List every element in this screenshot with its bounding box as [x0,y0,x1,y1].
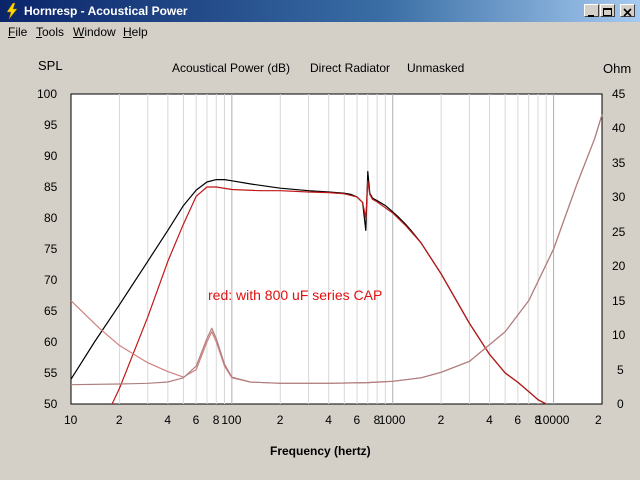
x-tick: 10 [64,413,78,427]
menu-file-accel: F [8,25,16,39]
x-tick: 8 [212,413,220,427]
menu-window-rest: indow [84,25,116,39]
plot-background [70,93,603,405]
y-tick-left: 85 [44,180,58,194]
menu-file[interactable]: File [8,25,27,39]
y-tick-right: 10 [612,328,626,343]
y-tick-right: 40 [612,121,626,136]
x-tick: 4 [486,413,493,427]
menu-file-rest: ile [15,25,28,39]
x-tick: 100 [221,413,242,427]
y-tick-right: 25 [612,224,626,239]
y-tick-right: 20 [612,259,626,274]
x-axis-label: Frequency (hertz) [270,444,371,458]
y-tick-right: 0 [617,397,624,411]
series-line-3 [70,114,603,386]
x-tick: 4 [164,413,172,427]
curves [70,114,603,405]
menu-tools-accel: T [36,25,42,39]
y-tick-right: 30 [612,190,626,205]
y-tick-right: 45 [612,87,626,101]
x-tick: 2 [595,413,602,427]
x-tick: 4 [325,413,332,427]
menu-help-rest: elp [131,25,148,39]
y-tick-right: 15 [612,293,626,308]
series-line-1 [111,180,547,405]
plot-title-mask: Unmasked [407,61,465,75]
x-tick: 6 [192,413,200,427]
menu-help[interactable]: Help [123,25,148,39]
y-tick-left: 60 [44,335,58,349]
menu-tools[interactable]: Tools [36,25,64,39]
plot-title-type: Direct Radiator [310,61,391,75]
left-axis-label: SPL [38,58,63,73]
y-tick-left: 55 [44,366,58,380]
x-tick: 6 [353,413,361,427]
maximize-button[interactable] [600,4,615,17]
x-tick: 8 [373,413,381,427]
annotation-text: red: with 800 uF series CAP [208,287,382,303]
y-tick-right: 35 [612,155,626,170]
minimize-button[interactable] [584,4,599,17]
y-tick-left: 65 [44,304,58,318]
menu-help-accel: H [123,25,132,39]
menu-window[interactable]: Window [73,25,116,39]
window-title: Hornresp - Acoustical Power [24,4,188,18]
menu-tools-rest: ools [42,25,65,39]
x-tick: 2 [437,413,445,427]
x-tick: 2 [115,413,123,427]
y-tick-right: 5 [617,362,624,377]
menu-bar: File Tools Window Help [0,22,640,42]
right-axis-label: Ohm [603,61,632,76]
close-icon [623,8,632,17]
close-button[interactable] [620,4,635,17]
x-tick: 1000 [378,413,406,427]
y-tick-left: 70 [44,273,58,287]
lightning-icon [6,3,18,19]
y-tick-left: 100 [37,87,58,101]
menu-window-accel: W [73,25,85,39]
plot-title-quantity: Acoustical Power (dB) [172,61,291,75]
minimize-icon [588,15,594,17]
y-tick-left: 95 [44,118,58,132]
y-tick-left: 50 [44,397,58,411]
y-tick-left: 90 [44,149,58,163]
title-bar: Hornresp - Acoustical Power [0,0,640,22]
x-tick: 10000 [536,413,570,427]
y-tick-left: 75 [44,242,58,256]
x-tick: 8 [534,413,542,427]
maximize-icon [603,8,612,16]
x-tick: 2 [276,413,284,427]
y-tick-left: 80 [44,211,58,225]
grid [118,94,555,404]
x-tick: 6 [514,413,522,427]
